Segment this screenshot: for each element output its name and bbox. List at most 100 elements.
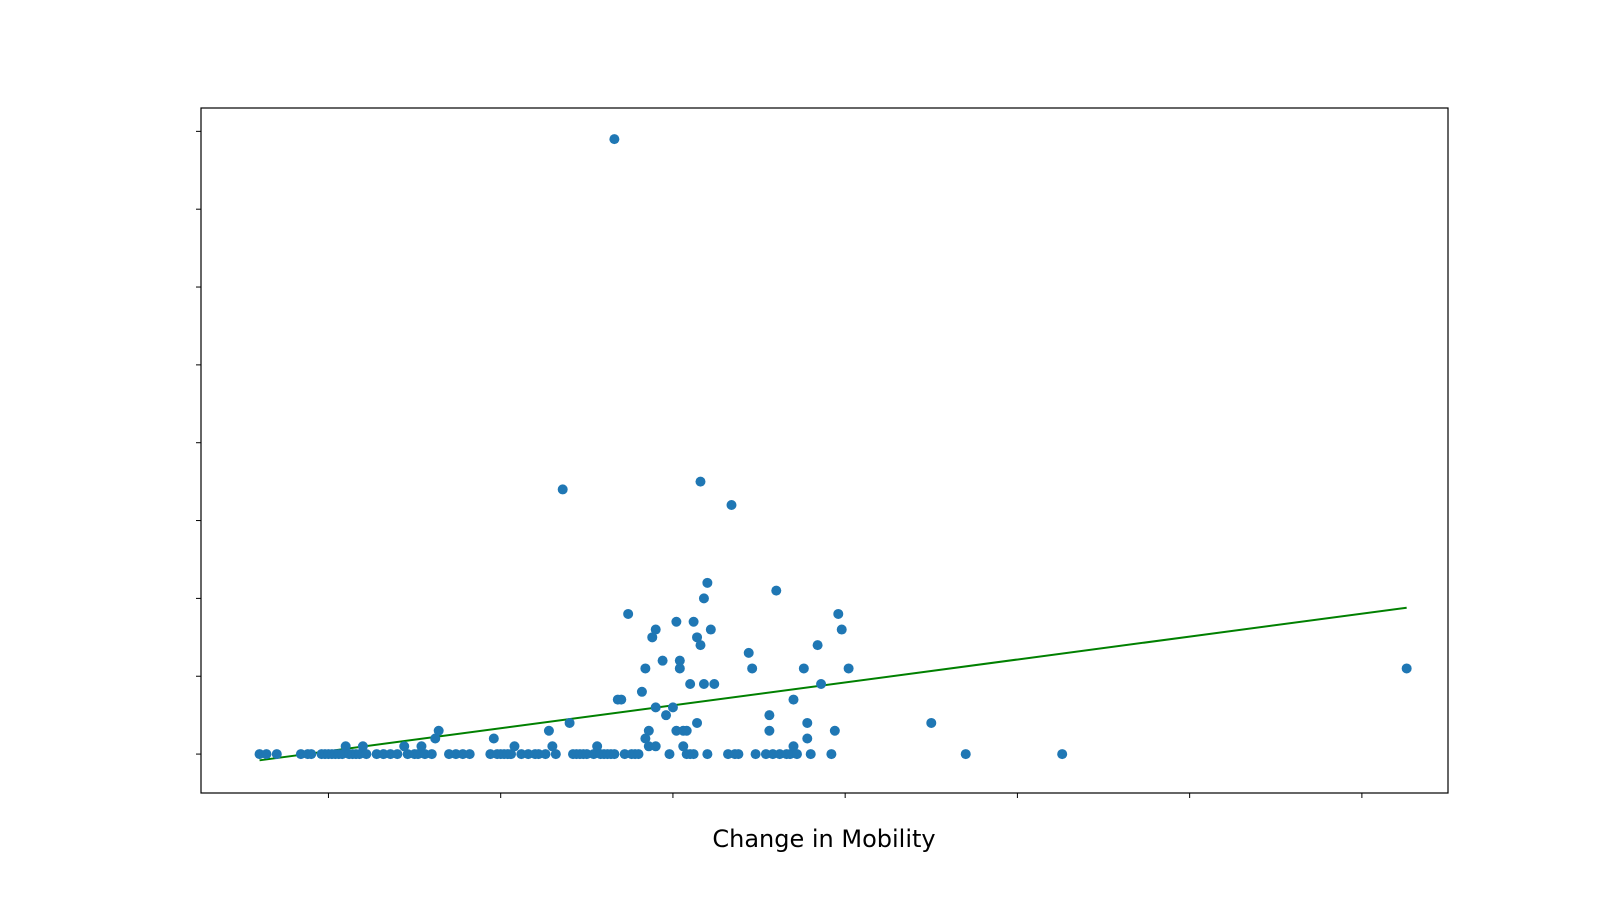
data-point bbox=[399, 741, 410, 752]
data-point bbox=[392, 749, 403, 760]
data-point bbox=[657, 655, 668, 666]
data-point bbox=[843, 663, 854, 674]
data-point bbox=[674, 663, 685, 674]
data-point bbox=[812, 640, 823, 651]
data-point bbox=[385, 749, 396, 760]
data-point bbox=[609, 134, 620, 145]
data-point bbox=[506, 749, 517, 760]
data-point bbox=[764, 725, 775, 736]
data-point bbox=[667, 702, 678, 713]
data-point bbox=[581, 749, 592, 760]
data-point bbox=[743, 647, 754, 658]
data-point bbox=[1057, 749, 1068, 760]
data-point bbox=[523, 749, 534, 760]
data-point bbox=[636, 686, 647, 697]
data-point bbox=[464, 749, 475, 760]
data-point bbox=[616, 694, 627, 705]
data-point bbox=[723, 749, 734, 760]
data-point bbox=[430, 733, 441, 744]
data-point bbox=[643, 725, 654, 736]
data-point bbox=[785, 749, 796, 760]
data-point bbox=[371, 749, 382, 760]
data-point bbox=[747, 663, 758, 674]
data-point bbox=[733, 749, 744, 760]
data-point bbox=[702, 577, 713, 588]
data-point bbox=[764, 710, 775, 721]
data-point bbox=[550, 749, 561, 760]
data-point bbox=[926, 717, 937, 728]
data-point bbox=[692, 717, 703, 728]
data-point bbox=[450, 749, 461, 760]
data-point bbox=[261, 749, 272, 760]
data-point bbox=[833, 608, 844, 619]
data-point bbox=[791, 749, 802, 760]
data-point bbox=[798, 663, 809, 674]
data-point bbox=[960, 749, 971, 760]
data-point bbox=[671, 725, 682, 736]
data-point bbox=[337, 749, 348, 760]
data-point bbox=[416, 741, 427, 752]
data-point bbox=[692, 632, 703, 643]
data-point bbox=[760, 749, 771, 760]
data-point bbox=[361, 749, 372, 760]
data-point bbox=[702, 749, 713, 760]
data-point bbox=[640, 663, 651, 674]
data-point bbox=[688, 749, 699, 760]
data-point bbox=[688, 616, 699, 627]
data-point bbox=[488, 733, 499, 744]
data-point bbox=[592, 741, 603, 752]
data-point bbox=[681, 725, 692, 736]
data-point bbox=[767, 749, 778, 760]
data-point bbox=[1401, 663, 1412, 674]
y-axis-ticks bbox=[196, 130, 201, 755]
data-point bbox=[588, 749, 599, 760]
data-point bbox=[540, 749, 551, 760]
data-point bbox=[457, 749, 468, 760]
data-point bbox=[547, 741, 558, 752]
data-point bbox=[419, 749, 430, 760]
data-point bbox=[678, 741, 689, 752]
data-point bbox=[802, 733, 813, 744]
data-point bbox=[623, 608, 634, 619]
data-point bbox=[695, 640, 706, 651]
data-point bbox=[788, 694, 799, 705]
data-point bbox=[674, 655, 685, 666]
data-point bbox=[805, 749, 816, 760]
x-axis-label: Change in Mobility bbox=[712, 825, 935, 853]
data-point bbox=[557, 484, 568, 495]
data-point bbox=[826, 749, 837, 760]
data-point bbox=[564, 717, 575, 728]
data-point bbox=[788, 741, 799, 752]
data-point bbox=[664, 749, 675, 760]
data-point bbox=[836, 624, 847, 635]
data-point bbox=[413, 749, 424, 760]
data-point bbox=[357, 741, 368, 752]
data-point bbox=[254, 749, 265, 760]
data-point bbox=[485, 749, 496, 760]
data-point bbox=[633, 749, 644, 760]
data-point bbox=[643, 741, 654, 752]
data-point bbox=[378, 749, 389, 760]
data-point bbox=[647, 632, 658, 643]
data-point bbox=[609, 749, 620, 760]
data-point bbox=[816, 679, 827, 690]
data-point bbox=[619, 749, 630, 760]
data-point bbox=[829, 725, 840, 736]
data-point bbox=[271, 749, 282, 760]
data-point bbox=[750, 749, 761, 760]
data-point bbox=[771, 585, 782, 596]
data-point bbox=[695, 476, 706, 487]
data-point bbox=[698, 679, 709, 690]
data-point bbox=[671, 616, 682, 627]
data-point bbox=[705, 624, 716, 635]
data-point bbox=[726, 499, 737, 510]
data-point bbox=[509, 741, 520, 752]
data-point bbox=[402, 749, 413, 760]
data-point bbox=[354, 749, 365, 760]
data-point bbox=[516, 749, 527, 760]
data-point bbox=[774, 749, 785, 760]
data-point bbox=[802, 717, 813, 728]
data-point bbox=[444, 749, 455, 760]
data-point bbox=[543, 725, 554, 736]
